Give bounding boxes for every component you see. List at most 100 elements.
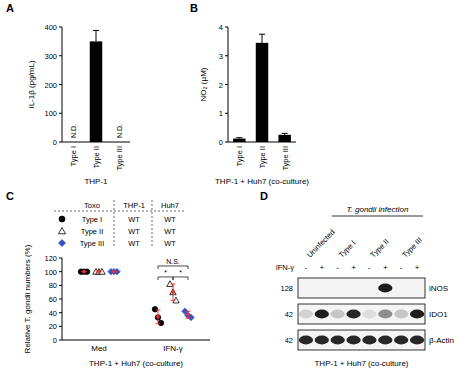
table-cell: WT: [164, 215, 176, 224]
y-tick: [59, 326, 62, 327]
band: [410, 310, 424, 319]
legend-label: Type II: [81, 227, 104, 236]
y-tick: [59, 113, 62, 114]
data-label: N.D.: [70, 124, 77, 138]
y-tick: [225, 27, 228, 28]
blot-frame: [298, 304, 425, 324]
x-tick-label: Type I: [235, 146, 244, 166]
band: [315, 336, 329, 345]
table-header: THP-1: [123, 201, 145, 210]
band: [394, 284, 408, 293]
band: [410, 336, 424, 345]
point: [152, 307, 157, 312]
y-tick: [59, 285, 62, 286]
error-bar: [259, 34, 265, 43]
x-tick-label: Med: [91, 344, 107, 353]
y-tick-label: 2: [219, 81, 223, 90]
y-tick: [225, 142, 228, 143]
group-label: T. gondii infection: [346, 205, 409, 214]
band: [394, 310, 408, 319]
treatment-label: IFN-γ: [276, 263, 295, 272]
y-axis-label: IL-1β (pg/mL): [27, 60, 36, 109]
y-tick: [225, 84, 228, 85]
significance-bracket: [173, 277, 188, 280]
panel-letter: B: [190, 2, 198, 14]
error-cap: [156, 323, 161, 324]
y-tick-label: 400: [44, 23, 57, 32]
error-cap: [171, 283, 176, 284]
band: [299, 284, 313, 293]
legend-label: Type III: [80, 239, 105, 248]
table-cell: WT: [128, 239, 140, 248]
y-tick-label: 0: [219, 138, 223, 147]
significance-bracket: [158, 277, 173, 280]
band: [315, 284, 329, 293]
y-tick: [225, 55, 228, 56]
x-axis: [62, 340, 210, 341]
band: [362, 310, 376, 319]
y-tick: [59, 299, 62, 300]
band: [331, 336, 345, 345]
error-cap: [186, 318, 191, 319]
treatment-sign: +: [415, 263, 420, 272]
y-tick: [59, 340, 62, 341]
group-line: [332, 216, 423, 217]
table-cell: WT: [164, 239, 176, 248]
bar: [90, 41, 102, 142]
y-axis-label: Relative T. gondii numbers (%): [23, 244, 32, 353]
y-tick-label: 1: [219, 109, 223, 118]
band-name: IDO1: [429, 310, 448, 319]
error-cap: [93, 30, 99, 31]
mean: [97, 270, 101, 274]
mean: [156, 315, 160, 319]
plot-area: [233, 34, 291, 142]
x-tick-label: Type II: [258, 146, 267, 169]
plot-area: [90, 30, 102, 142]
error-bar: [171, 284, 176, 300]
point: [158, 320, 163, 325]
mean: [112, 270, 116, 274]
band: [346, 336, 360, 345]
treatment-sign: -: [368, 263, 371, 272]
y-tick: [225, 113, 228, 114]
error-cap: [156, 309, 161, 310]
y-tick-label: 0: [53, 336, 57, 345]
mw-label: 42: [285, 336, 293, 345]
band-name: β-Actin: [429, 336, 454, 345]
lane-label: Type I: [337, 239, 358, 260]
y-tick: [59, 55, 62, 56]
band: [299, 310, 313, 319]
mw-label: 42: [285, 310, 293, 319]
figure: 0 100 2 0 0 300 400 IL-1β (pg/mL) A N.D. Type I Typ…: [0, 0, 474, 372]
error-cap: [259, 34, 265, 35]
bar: [256, 43, 268, 142]
x-axis-label: THP-1 + Huh7 (co-culture): [215, 177, 309, 186]
x-tick-label: Type I: [69, 146, 78, 166]
panel-letter: A: [6, 2, 14, 14]
y-tick-label: 0: [53, 138, 57, 147]
table-header: Toxo: [84, 201, 100, 210]
panel-letter: D: [260, 190, 268, 202]
y-tick-label: 4: [219, 23, 223, 32]
y-tick: [59, 142, 62, 143]
band: [315, 310, 329, 319]
lane-label: Type III: [400, 236, 424, 260]
y-tick-label: 300: [44, 52, 57, 61]
x-tick-label: Type II: [92, 146, 101, 169]
y-axis-label: NO₂ (μM): [199, 67, 208, 101]
band: [378, 310, 392, 319]
y-tick: [59, 312, 62, 313]
mean: [186, 313, 190, 317]
data-label: N.D.: [116, 124, 123, 138]
band: [362, 284, 376, 293]
band: [362, 336, 376, 345]
treatment-sign: -: [336, 263, 339, 272]
y-tick-label: 80: [49, 281, 57, 290]
treatment-sign: +: [319, 263, 324, 272]
blot-frame: [298, 330, 425, 350]
y-tick-label: 120: [44, 254, 57, 263]
y-tick-label: 100: [44, 109, 57, 118]
panel-letter: C: [6, 190, 14, 202]
band: [394, 336, 408, 345]
table-cell: WT: [128, 227, 140, 236]
